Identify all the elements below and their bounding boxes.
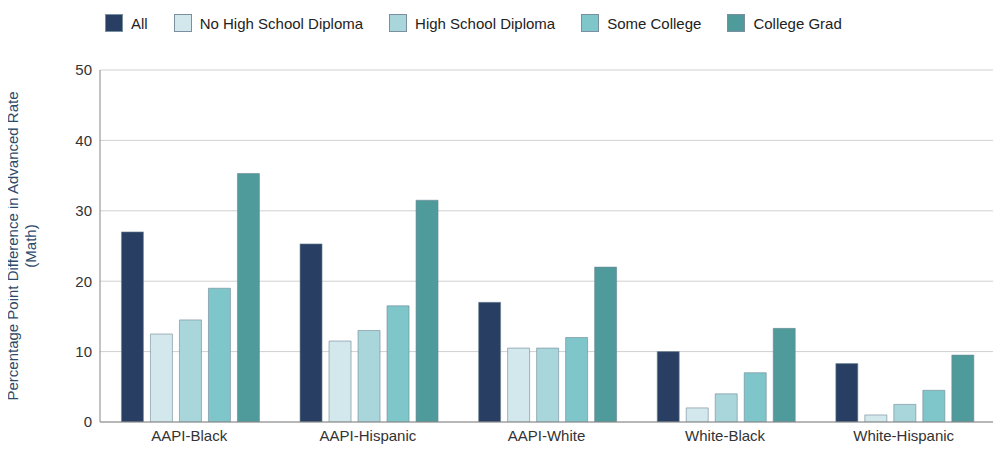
html-text:Percentage Point Difference in: Percentage Point Difference in Advanced … (4, 91, 21, 401)
html-text:Some College: Some College (607, 14, 702, 32)
svg-text:0: 0 (84, 413, 92, 430)
svg-text:50: 50 (75, 61, 92, 78)
svg-text:30: 30 (75, 202, 92, 219)
svg-text:10: 10 (75, 343, 92, 360)
html-text:All: All (131, 14, 148, 32)
svg-text:AAPI-Hispanic: AAPI-Hispanic (320, 427, 417, 444)
svg-text:White-Hispanic: White-Hispanic (853, 427, 954, 444)
svg-text:40: 40 (75, 132, 92, 149)
html-text:No High School Diploma: No High School Diploma (199, 14, 364, 32)
html-text:High School Diploma: High School Diploma (415, 14, 556, 32)
svg-text:20: 20 (75, 273, 92, 290)
html-text:College Grad: College Grad (753, 14, 842, 32)
html-text:(Math): (Math) (22, 224, 39, 268)
svg-text:AAPI-White: AAPI-White (508, 427, 586, 444)
svg-text:AAPI-Black: AAPI-Black (151, 427, 227, 444)
svg-text:White-Black: White-Black (685, 427, 766, 444)
